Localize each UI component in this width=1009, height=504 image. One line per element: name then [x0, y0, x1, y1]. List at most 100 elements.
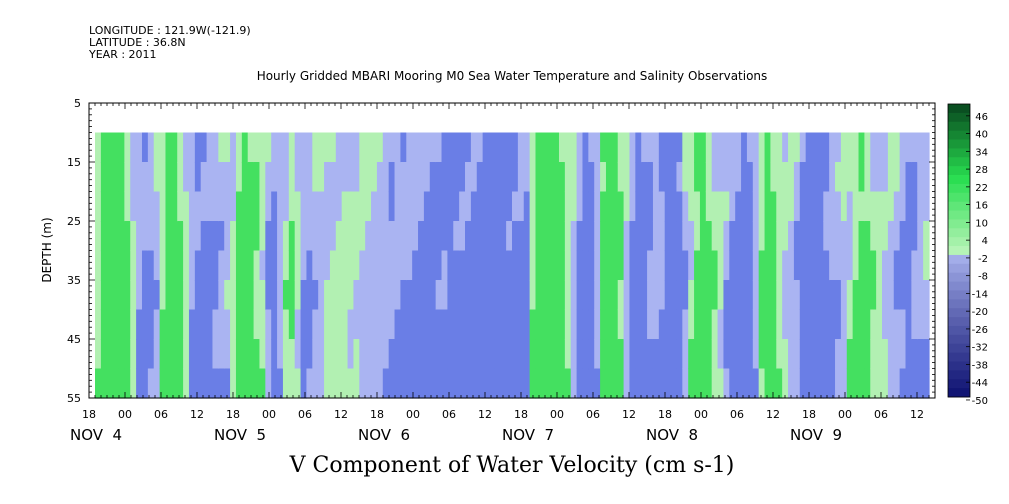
- heat-cell: [194, 368, 202, 399]
- heat-cell: [306, 368, 313, 399]
- heat-cell: [124, 309, 131, 340]
- x-tick-label: 18: [370, 408, 384, 421]
- heat-cell: [664, 250, 672, 281]
- heat-cell: [805, 221, 813, 252]
- heat-cell: [353, 191, 360, 222]
- heat-cell: [95, 221, 102, 252]
- heat-cell: [141, 191, 149, 222]
- heat-cell: [271, 280, 278, 311]
- y-tick-label: 25: [67, 215, 81, 228]
- colorbar-band: [948, 139, 970, 149]
- heat-cell: [617, 339, 625, 370]
- heat-cell: [805, 162, 813, 193]
- heat-cell: [318, 191, 325, 222]
- heat-cell: [641, 339, 648, 370]
- heat-cell: [547, 368, 554, 399]
- heat-cell: [376, 339, 384, 370]
- colorbar-band: [948, 219, 970, 229]
- heat-cell: [112, 250, 120, 281]
- heat-cell: [453, 339, 460, 370]
- heat-cell: [277, 309, 284, 340]
- heat-cell: [547, 250, 554, 281]
- heat-cell: [764, 368, 772, 399]
- heat-cell: [682, 368, 689, 399]
- heat-cell: [130, 250, 137, 281]
- heat-cell: [447, 309, 454, 340]
- heat-cell: [147, 309, 155, 340]
- heat-cell: [235, 191, 243, 222]
- heat-cell: [106, 250, 114, 281]
- colorbar-band: [948, 210, 970, 220]
- heat-cell: [200, 162, 208, 193]
- heat-cell: [817, 250, 824, 281]
- heat-cell: [376, 280, 384, 311]
- heat-cell: [582, 280, 589, 311]
- heat-cell: [400, 191, 407, 222]
- heat-cell: [746, 368, 754, 399]
- heat-cell: [418, 221, 425, 252]
- heat-cell: [793, 309, 801, 340]
- heat-cell: [282, 250, 290, 281]
- heat-cell: [265, 191, 272, 222]
- heat-cell: [600, 368, 607, 399]
- heat-cell: [406, 221, 413, 252]
- heat-cell: [911, 309, 918, 340]
- heat-cell: [441, 280, 448, 311]
- heat-cell: [817, 162, 824, 193]
- heat-cell: [359, 191, 366, 222]
- heat-cell: [617, 162, 625, 193]
- heat-cell: [899, 221, 907, 252]
- heat-cell: [623, 221, 631, 252]
- heat-cell: [500, 280, 507, 311]
- heat-cell: [682, 309, 689, 340]
- heat-cell: [459, 250, 466, 281]
- heat-cell: [335, 162, 343, 193]
- heat-cell: [306, 132, 313, 163]
- heat-cell: [582, 221, 589, 252]
- heat-cell: [136, 309, 143, 340]
- heat-cell: [382, 309, 390, 340]
- heat-cell: [852, 368, 860, 399]
- heat-cell: [324, 280, 331, 311]
- heat-cell: [441, 309, 448, 340]
- heat-cell: [95, 280, 102, 311]
- heat-cell: [447, 339, 454, 370]
- heat-cell: [811, 250, 819, 281]
- heat-cell: [617, 132, 625, 163]
- heat-cell: [212, 339, 219, 370]
- heat-cell: [905, 250, 912, 281]
- heat-cell: [235, 280, 243, 311]
- heat-cell: [341, 280, 349, 311]
- heat-cell: [177, 191, 184, 222]
- heat-cell: [799, 309, 807, 340]
- y-tick-label: 5: [74, 97, 81, 110]
- heat-cell: [670, 309, 678, 340]
- heat-cell: [635, 132, 642, 163]
- y-tick-label: 15: [67, 156, 81, 169]
- heat-cell: [876, 280, 883, 311]
- heat-cell: [764, 280, 772, 311]
- heat-cell: [347, 162, 355, 193]
- heat-cell: [141, 368, 149, 399]
- heat-cell: [846, 191, 854, 222]
- heat-cell: [459, 309, 466, 340]
- heat-cell: [194, 132, 202, 163]
- heat-cell: [870, 368, 877, 399]
- heat-cell: [406, 309, 413, 340]
- heat-cell: [388, 309, 396, 340]
- heat-cell: [482, 280, 490, 311]
- heat-cell: [265, 221, 272, 252]
- heat-cell: [100, 132, 108, 163]
- heat-cell: [576, 250, 584, 281]
- heat-cell: [488, 132, 495, 163]
- heat-cell: [641, 221, 648, 252]
- heat-cell: [318, 250, 325, 281]
- heat-cell: [764, 132, 772, 163]
- heat-cell: [823, 250, 830, 281]
- heat-cell: [100, 368, 108, 399]
- heat-cell: [494, 309, 501, 340]
- heat-cell: [535, 339, 542, 370]
- heat-cell: [171, 221, 178, 252]
- heat-cell: [147, 280, 155, 311]
- heat-cell: [218, 339, 225, 370]
